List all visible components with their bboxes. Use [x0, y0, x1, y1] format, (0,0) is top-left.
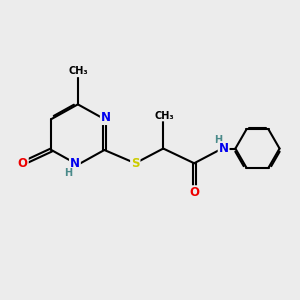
- Text: N: N: [219, 142, 229, 155]
- Text: H: H: [214, 135, 223, 145]
- Text: S: S: [131, 157, 140, 170]
- Text: CH₃: CH₃: [68, 66, 88, 76]
- Text: CH₃: CH₃: [155, 110, 175, 121]
- Text: O: O: [189, 186, 199, 199]
- Text: H: H: [64, 168, 73, 178]
- Text: O: O: [18, 157, 28, 170]
- Text: N: N: [101, 111, 111, 124]
- Text: N: N: [70, 157, 80, 170]
